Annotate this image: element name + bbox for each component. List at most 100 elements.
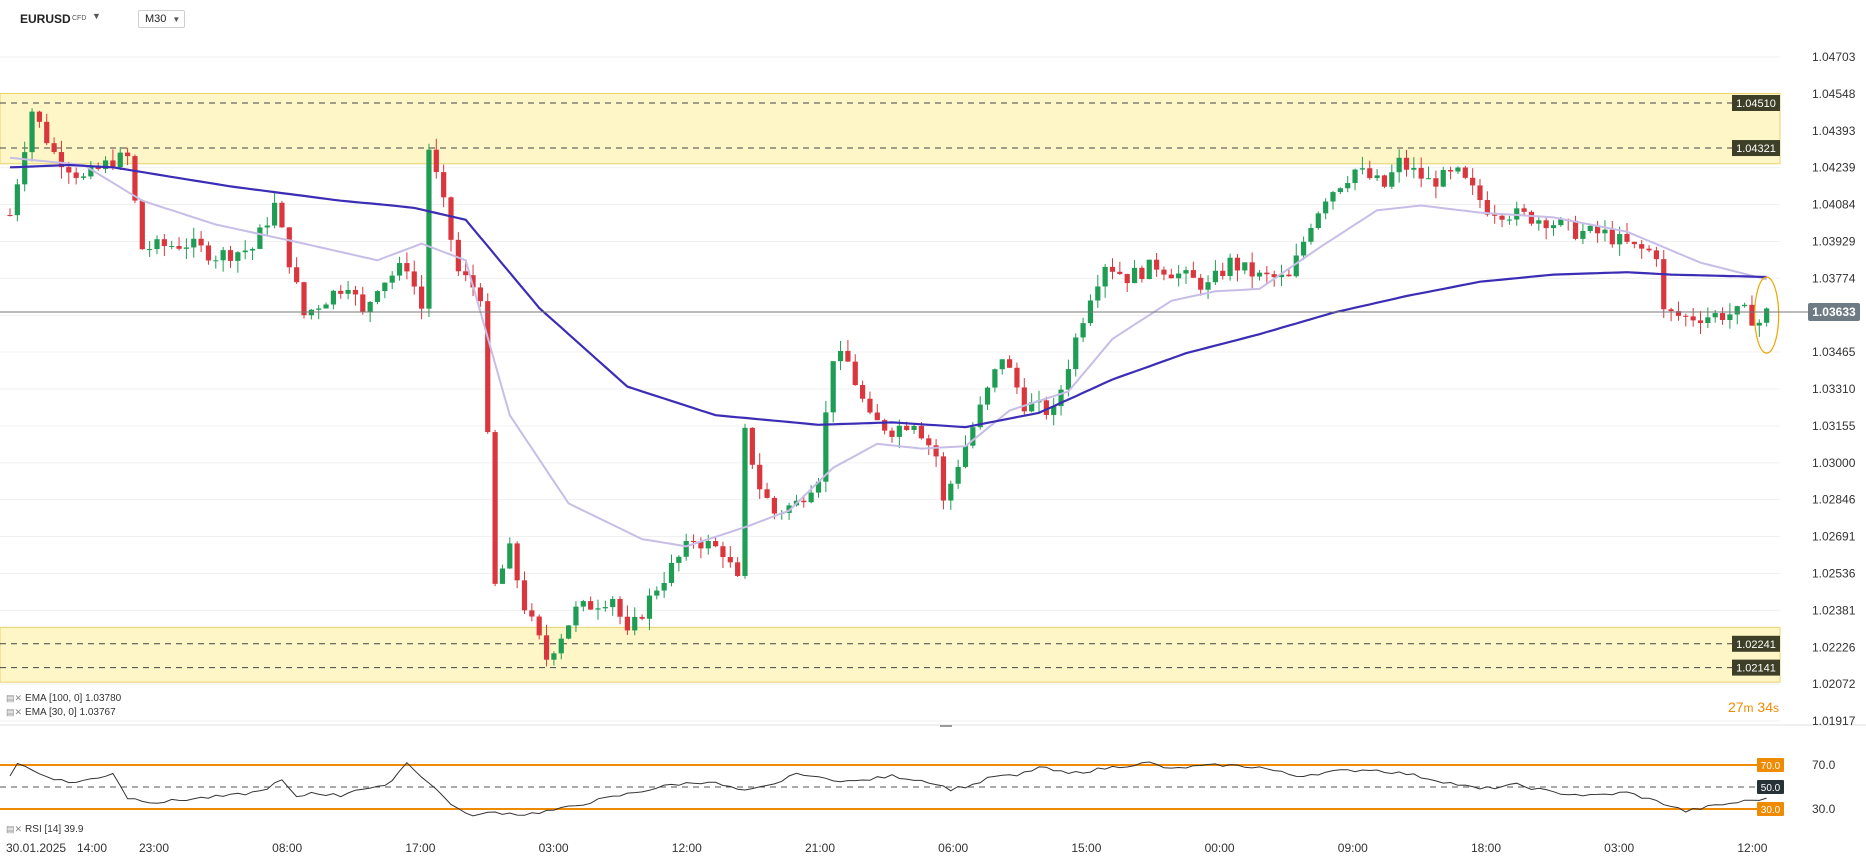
symbol-dropdown-icon[interactable]: ▼	[92, 11, 101, 21]
candle-body	[1264, 272, 1270, 275]
candle-body	[1021, 387, 1027, 412]
candle-body	[948, 483, 954, 501]
candle-body	[1418, 167, 1424, 179]
price-axis[interactable]: 1.04703 1.04548 1.04393 1.04239 1.04084 1.039…	[1808, 50, 1860, 728]
candle-body	[1065, 369, 1071, 390]
settings-close-icon[interactable]: ▤✕	[6, 824, 23, 834]
rsi-tick-label: 70.0	[1812, 758, 1836, 772]
candle-body	[874, 412, 880, 421]
candle-body	[7, 215, 13, 217]
candle-body	[44, 121, 50, 144]
candle-body	[286, 227, 292, 268]
candle-body	[1521, 208, 1527, 212]
candle-body	[1073, 337, 1079, 370]
ema30-line	[9, 156, 1767, 548]
candle-body	[1572, 220, 1579, 239]
time-tick-label: 03:00	[539, 841, 569, 855]
zone-level-label: 1.02241	[1736, 639, 1776, 651]
candle-body	[441, 172, 447, 198]
candle-body	[514, 543, 520, 581]
zone-level-label: 1.04510	[1736, 98, 1776, 110]
time-axis[interactable]: 30.01.2025 14:00 23:00 08:00 17:00 03:00 12:00…	[6, 841, 1768, 855]
symbol-label[interactable]: EURUSD	[20, 12, 71, 26]
rsi-panel[interactable]: 70.0 50.0 30.0 70.0 30.0	[0, 758, 1836, 817]
countdown-minutes: 27	[1727, 699, 1744, 715]
candle-body	[1403, 157, 1410, 170]
candle-body	[132, 156, 138, 201]
timeframe-select[interactable]: M30 ▼	[138, 10, 186, 28]
zone-level-tag	[1732, 94, 1780, 111]
candle-body	[749, 427, 755, 465]
candle-body	[1764, 308, 1770, 323]
candle-body	[1492, 214, 1498, 216]
candle-body	[463, 271, 469, 276]
candle-body	[198, 238, 204, 246]
candle-body	[933, 445, 939, 457]
candle-body	[1719, 313, 1726, 320]
candle-body	[352, 289, 359, 295]
rsi-tick-label: 30.0	[1812, 802, 1836, 816]
price-tick-label: 1.03774	[1812, 271, 1856, 285]
candle-body	[984, 387, 991, 405]
candle-body	[389, 275, 395, 283]
candle-body	[1367, 168, 1373, 179]
candle-body	[1558, 219, 1564, 226]
support-resistance-zones: 1.04510 1.04321 1.02241 1.02141	[0, 92, 1781, 683]
candle-body	[1477, 185, 1483, 201]
zone-level-tag	[1732, 635, 1780, 652]
rsi-level-tag-label: 30.0	[1761, 805, 1781, 816]
candle-body	[213, 260, 219, 262]
settings-close-icon[interactable]: ▤✕	[6, 707, 23, 717]
price-tick-label: 1.01917	[1812, 714, 1856, 728]
current-price-tag	[1808, 303, 1860, 322]
candle-body	[808, 492, 814, 503]
candle-body	[1455, 167, 1461, 172]
time-tick-label: 21:00	[805, 841, 835, 855]
candle-body	[66, 167, 72, 173]
candle-body	[668, 562, 675, 583]
candle-body	[1227, 257, 1233, 277]
candle-body	[1337, 188, 1343, 193]
candle-body	[235, 252, 241, 261]
candle-body	[1176, 273, 1182, 279]
candle-body	[1609, 229, 1615, 245]
time-tick-label: 09:00	[1338, 841, 1368, 855]
price-tick-label: 1.03465	[1812, 345, 1856, 359]
candle-body	[58, 152, 65, 168]
candle-body	[110, 160, 116, 168]
candle-body	[382, 282, 388, 292]
time-tick-label: 12:00	[672, 841, 702, 855]
candle-body	[183, 247, 189, 249]
candle-body	[1168, 274, 1174, 279]
settings-close-icon[interactable]: ▤✕	[6, 693, 23, 703]
candle-body	[1697, 320, 1704, 323]
ema30-legend[interactable]: ▤✕ EMA [30, 0] 1.03767	[6, 707, 116, 718]
candle-body	[1433, 178, 1439, 187]
candle-body	[1315, 213, 1321, 229]
candle-body	[713, 541, 719, 547]
candle-body	[860, 385, 866, 399]
candle-body	[661, 582, 667, 591]
candle-body	[227, 250, 234, 261]
candle-body	[1411, 167, 1417, 170]
candle-body	[1161, 269, 1167, 275]
candle-body	[176, 246, 182, 249]
candle-body	[1154, 259, 1160, 270]
candle-body	[316, 308, 322, 310]
candle-body	[1543, 220, 1549, 229]
rsi-legend[interactable]: ▤✕ RSI [14] 39.9	[6, 824, 83, 835]
candle-body	[1381, 175, 1388, 187]
ema100-legend[interactable]: ▤✕ EMA [100, 0] 1.03780	[6, 693, 121, 704]
candle-body	[1506, 219, 1512, 221]
candle-body	[867, 398, 873, 413]
candle-body	[1308, 228, 1314, 242]
time-tick-label: 06:00	[938, 841, 968, 855]
candle-body	[1278, 274, 1285, 278]
candle-body	[139, 200, 145, 250]
candle-body	[102, 160, 109, 169]
time-tick-label: 08:00	[272, 841, 302, 855]
price-tick-label: 1.04084	[1812, 198, 1856, 212]
candle-body	[911, 425, 917, 431]
candle-body	[904, 425, 910, 431]
